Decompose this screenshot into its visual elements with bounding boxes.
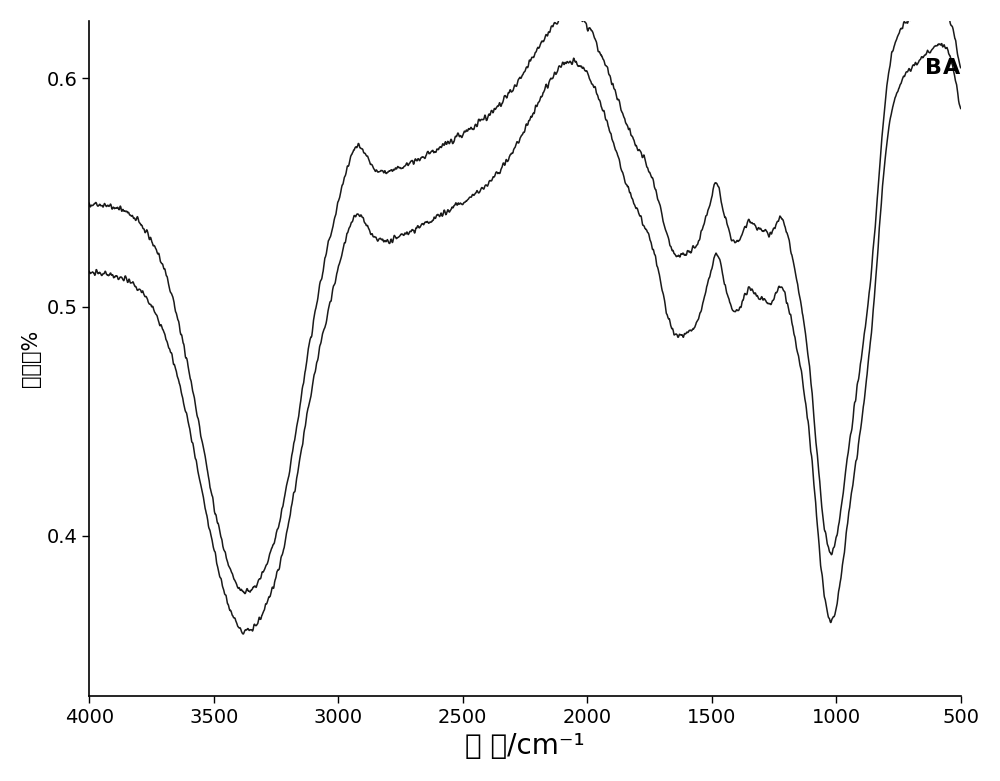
X-axis label: 波 数/cm⁻¹: 波 数/cm⁻¹ — [465, 732, 585, 760]
Text: A: A — [943, 58, 961, 78]
Text: B: B — [925, 58, 942, 78]
Y-axis label: 透射率%: 透射率% — [21, 330, 41, 387]
